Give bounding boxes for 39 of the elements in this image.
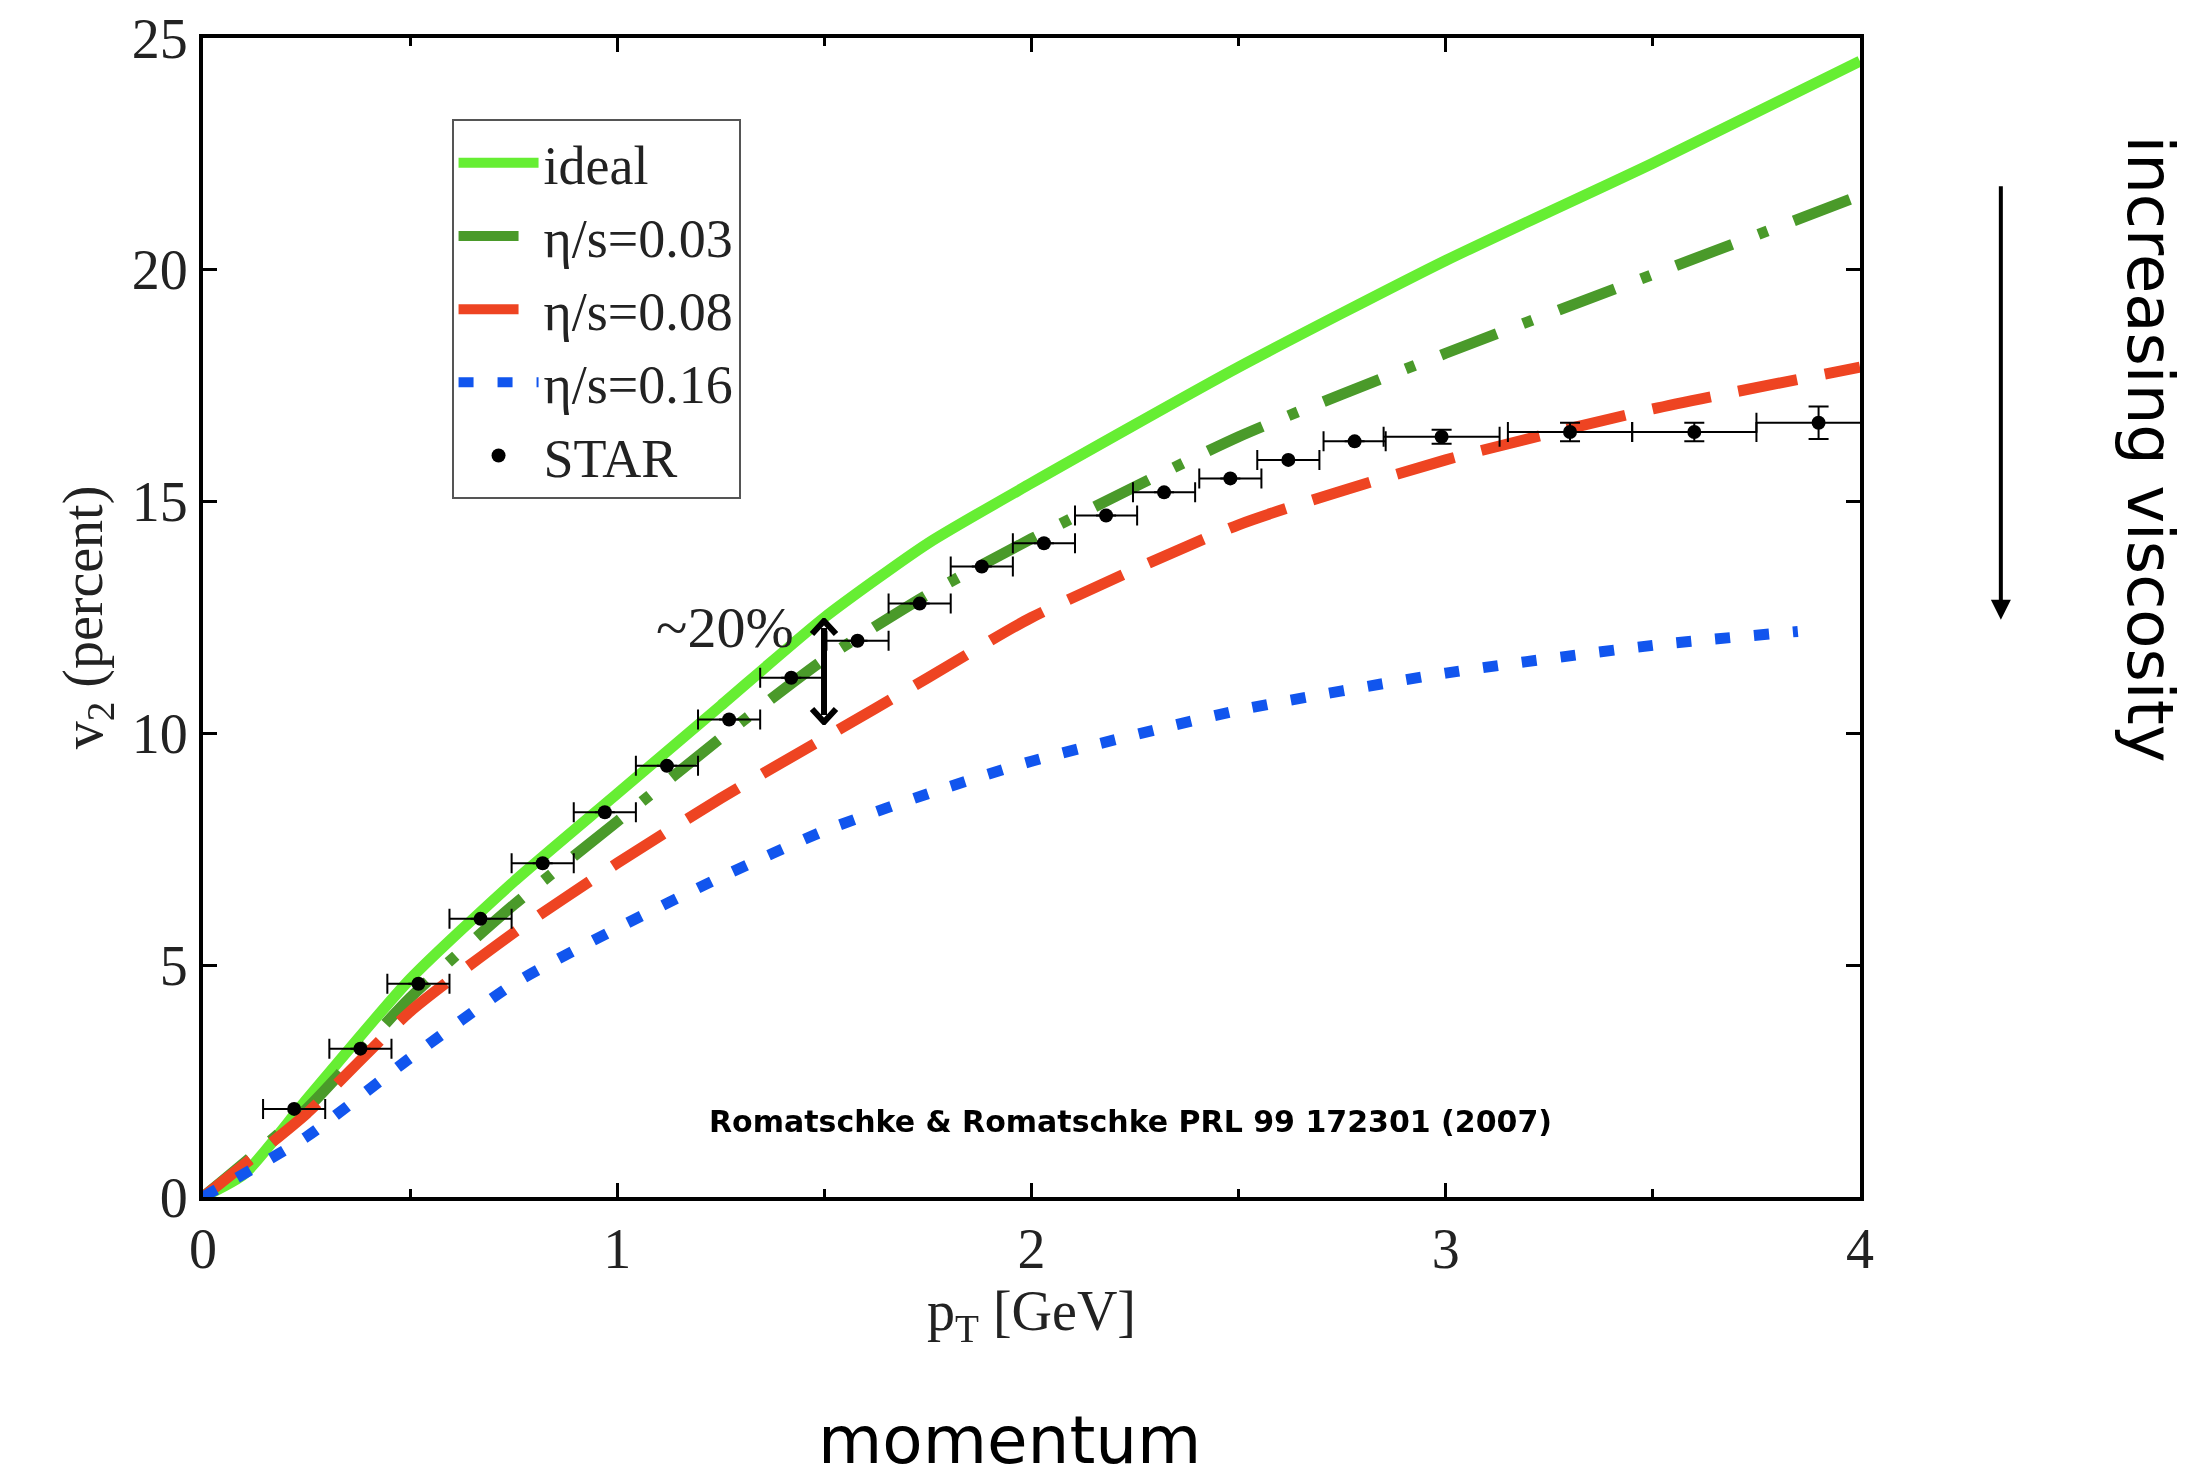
x-tick-label: 2 xyxy=(1017,1218,1046,1281)
y-tick-label: 20 xyxy=(131,239,188,302)
text: increasing viscosity xyxy=(2113,135,2188,763)
point xyxy=(597,805,612,820)
y-tick-label: 15 xyxy=(131,471,188,534)
point xyxy=(535,856,550,871)
point xyxy=(722,712,737,727)
annotation: Romatschke & Romatschke PRL 99 172301 (2007) xyxy=(709,1104,1553,1139)
point xyxy=(974,559,989,574)
point xyxy=(659,758,674,773)
legend-label: η/s=0.08 xyxy=(543,282,733,343)
y-tick-label: 5 xyxy=(159,934,188,997)
y-tick-label: 25 xyxy=(131,7,188,70)
x-tick-label: 1 xyxy=(603,1218,632,1281)
annotation: ~20% xyxy=(656,595,794,660)
x-tick-label: 3 xyxy=(1431,1218,1460,1281)
y-tick-label: 0 xyxy=(159,1166,188,1229)
text: momentum xyxy=(818,1402,1202,1479)
point xyxy=(784,670,799,685)
point xyxy=(1157,485,1172,500)
legend-label: η/s=0.16 xyxy=(543,355,733,416)
point xyxy=(1223,471,1238,486)
point xyxy=(1099,508,1114,523)
point xyxy=(1281,452,1296,467)
legend-label: STAR xyxy=(543,428,678,489)
x-tick-label: 4 xyxy=(1846,1218,1874,1281)
legend-label: η/s=0.03 xyxy=(543,208,733,269)
point xyxy=(473,911,488,926)
legend-label: ideal xyxy=(543,135,649,196)
x-axis-title: p$_{T}$ [GeV] xyxy=(927,1280,1136,1350)
point xyxy=(353,1041,368,1056)
y-tick-label: 10 xyxy=(131,703,188,765)
point xyxy=(1811,415,1826,430)
point xyxy=(411,976,426,991)
point xyxy=(850,633,865,648)
point xyxy=(1036,536,1051,551)
point xyxy=(912,596,927,611)
point xyxy=(1347,434,1362,449)
point xyxy=(287,1101,302,1116)
